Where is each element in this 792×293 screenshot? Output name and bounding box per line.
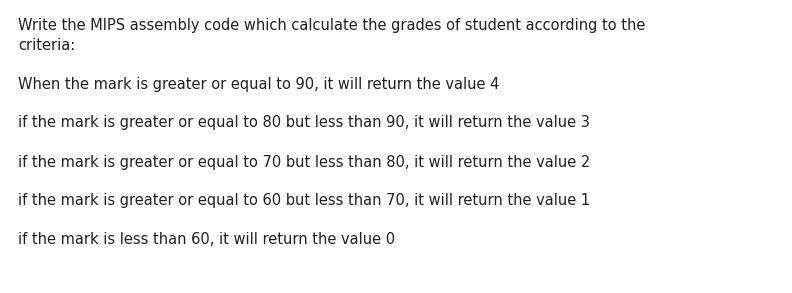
Text: criteria:: criteria: <box>18 38 75 52</box>
Text: if the mark is greater or equal to 60 but less than 70, it will return the value: if the mark is greater or equal to 60 bu… <box>18 193 590 209</box>
Text: When the mark is greater or equal to 90, it will return the value 4: When the mark is greater or equal to 90,… <box>18 76 500 91</box>
Text: if the mark is greater or equal to 70 but less than 80, it will return the value: if the mark is greater or equal to 70 bu… <box>18 154 590 169</box>
Text: if the mark is less than 60, it will return the value 0: if the mark is less than 60, it will ret… <box>18 233 395 248</box>
Text: Write the MIPS assembly code which calculate the grades of student according to : Write the MIPS assembly code which calcu… <box>18 18 645 33</box>
Text: if the mark is greater or equal to 80 but less than 90, it will return the value: if the mark is greater or equal to 80 bu… <box>18 115 590 130</box>
